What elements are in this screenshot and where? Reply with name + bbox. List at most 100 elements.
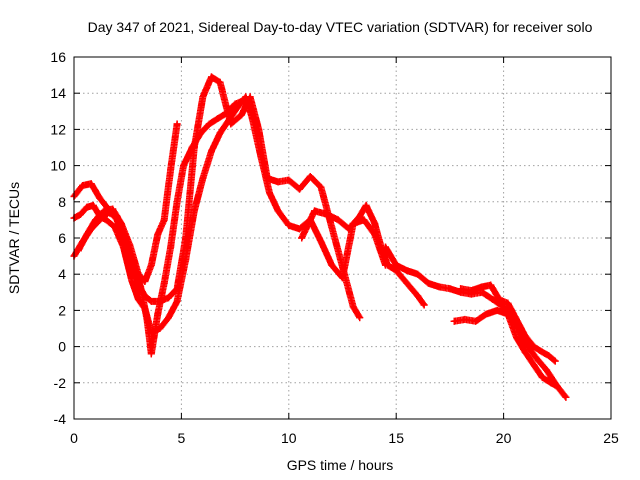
data-point: [109, 205, 117, 213]
data-point: [311, 207, 319, 215]
data-point: [296, 225, 304, 233]
data-point: [381, 243, 389, 251]
data-point: [530, 343, 538, 351]
x-tick-label: 20: [496, 430, 512, 446]
data-point: [214, 115, 222, 123]
data-point: [493, 306, 501, 314]
data-point: [216, 78, 224, 86]
data-point: [512, 315, 520, 323]
data-point: [530, 361, 538, 369]
data-point: [538, 373, 546, 381]
y-tick-label: 16: [50, 49, 66, 65]
data-point: [521, 348, 529, 356]
data-point: [446, 285, 454, 293]
data-point: [521, 332, 529, 340]
data-point: [91, 187, 99, 195]
data-point: [334, 216, 342, 224]
data-point: [87, 180, 95, 188]
data-point: [504, 299, 512, 307]
data-point: [274, 207, 282, 215]
data-point: [91, 216, 99, 224]
data-point: [547, 379, 555, 387]
data-point: [328, 261, 336, 269]
y-tick-label: 12: [50, 121, 66, 137]
data-point: [478, 283, 486, 291]
data-point: [165, 314, 173, 322]
x-axis-label: GPS time / hours: [287, 457, 394, 473]
y-tick-label: -2: [54, 375, 67, 391]
y-tick-label: 8: [58, 194, 66, 210]
data-point: [128, 277, 136, 285]
data-point: [240, 96, 248, 104]
data-point: [384, 261, 392, 269]
series-track-4: [74, 120, 181, 285]
data-point: [553, 382, 561, 390]
data-point: [154, 310, 162, 318]
data-point: [111, 223, 119, 231]
data-point: [223, 109, 231, 117]
data-point: [96, 194, 104, 202]
data-point: [538, 348, 546, 356]
data-point: [356, 212, 364, 220]
data-point: [495, 296, 503, 304]
series-markers: [70, 73, 364, 322]
data-point: [392, 261, 400, 269]
data-point: [545, 352, 553, 360]
plot-frame: [73, 56, 612, 420]
data-point: [100, 207, 108, 215]
y-tick-label: 14: [50, 85, 66, 101]
data-point: [167, 243, 175, 251]
data-point: [457, 285, 465, 293]
data-point: [160, 279, 168, 287]
data-point: [296, 185, 304, 193]
data-point: [147, 261, 155, 269]
series-track-8: [457, 281, 559, 365]
data-point: [76, 210, 84, 218]
data-point: [89, 201, 97, 209]
grid-lines: [74, 57, 611, 419]
x-tick-label: 15: [388, 430, 404, 446]
data-point: [487, 281, 495, 289]
data-point: [147, 297, 155, 305]
data-point: [489, 296, 497, 304]
data-point: [147, 350, 155, 358]
series-track-5: [298, 201, 428, 309]
data-point: [328, 223, 336, 231]
data-point: [173, 198, 181, 206]
y-tick-label: 10: [50, 158, 66, 174]
data-point: [345, 225, 353, 233]
data-point: [424, 279, 432, 287]
data-point: [225, 116, 233, 124]
data-point: [420, 301, 428, 309]
data-point: [543, 366, 551, 374]
data-point: [197, 129, 205, 137]
y-tick-label: 6: [58, 230, 66, 246]
data-point: [349, 303, 357, 311]
data-point: [199, 93, 207, 101]
data-point: [298, 234, 306, 242]
data-point: [165, 294, 173, 302]
data-point: [117, 220, 125, 228]
data-point: [188, 144, 196, 151]
data-point: [143, 315, 151, 323]
data-point: [231, 100, 239, 108]
plot-data: [70, 73, 570, 401]
data-point: [173, 297, 181, 305]
data-point: [532, 353, 540, 361]
data-point: [450, 317, 458, 325]
data-point: [339, 274, 346, 282]
data-point: [403, 279, 411, 287]
data-point: [205, 120, 213, 128]
data-point: [265, 189, 273, 197]
y-tick-label: -4: [54, 411, 67, 427]
data-point: [356, 314, 364, 322]
data-point: [182, 256, 190, 264]
data-point: [216, 129, 224, 137]
data-point: [461, 315, 469, 323]
data-point: [199, 174, 207, 182]
data-point: [414, 292, 422, 300]
series-track-1: [70, 73, 364, 322]
data-point: [248, 115, 256, 123]
data-point: [160, 216, 168, 224]
